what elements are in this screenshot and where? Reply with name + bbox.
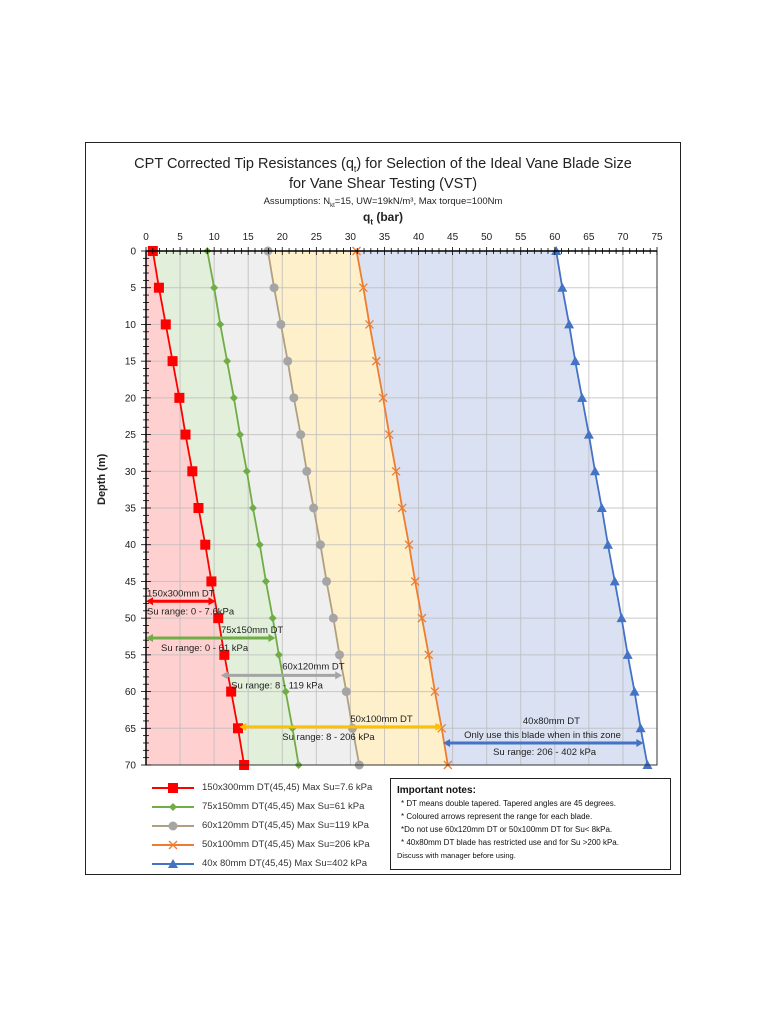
y-tick-label: 70 [125,761,137,772]
legend-square-icon [152,782,194,793]
range-arrow: 40x80mm DT Only use this blade when in th… [443,716,644,758]
series-lines [147,246,653,770]
x-tick-label: 5 [177,232,183,243]
note-item: * Coloured arrows represent the range fo… [401,812,593,821]
series-triangle [551,246,653,769]
range-arrow: 60x120mm DT Su range: 8 - 119 kPa [220,661,345,691]
legend-label: 150x300mm DT(45,45) Max Su=7.6 kPa [202,782,373,793]
y-tick-label: 50 [125,614,137,625]
y-tick-label: 40 [125,540,137,551]
y-tick-label: 20 [125,393,137,404]
y-tick-label: 65 [125,724,137,735]
annotation-text: Only use this blade when in this zone [464,730,621,741]
legend-triangle-icon [152,858,194,868]
legend-diamond-icon [152,802,194,811]
annotation-text: Su range: 0 - 61 kPa [161,643,249,654]
range-arrow: 75x150mm DT Su range: 0 - 61 kPa [146,625,283,654]
range-arrow: 50x100mm DT Su range: 8 - 206 kPa [239,714,443,743]
series-circle [263,246,364,770]
x-tick-label: 65 [583,232,595,243]
note-item: Discuss with manager before using. [397,851,516,860]
y-tick-label: 35 [125,504,137,515]
x-tick-label: 45 [447,232,459,243]
annotations: 150x300mm DT Su range: 0 - 7.6kPa 75x150mm… [146,588,644,758]
x-tick-label: 60 [549,232,561,243]
annotation-text: 40x80mm DT [523,716,580,727]
y-tick-label: 30 [125,467,137,478]
y-tick-label: 10 [125,320,137,331]
legend-circle-icon [152,821,194,830]
annotation-text: Su range: 8 - 206 kPa [282,732,375,743]
x-tick-label: 50 [481,232,493,243]
x-tick-label: 20 [277,232,289,243]
legend-item: 150x300mm DT(45,45) Max Su=7.6 kPa [150,778,380,797]
y-tick-label: 5 [130,283,136,294]
annotation-text: 150x300mm DT [147,588,215,599]
legend: 150x300mm DT(45,45) Max Su=7.6 kPa 75x150… [150,778,380,873]
annotation-text: 50x100mm DT [350,714,412,725]
annotation-text: Su range: 206 - 402 kPa [493,747,597,758]
legend-item: 60x120mm DT(45,45) Max Su=119 kPa [150,816,380,835]
y-tick-label: 25 [125,430,137,441]
annotation-text: Su range: 8 - 119 kPa [231,680,323,691]
legend-x-icon [152,840,194,849]
axes: 0 5 10 15 20 25 30 35 40 45 50 55 60 65 70 75 0 5 10 15 20 25… [125,232,663,772]
x-tick-label: 55 [515,232,527,243]
annotation-text: 75x150mm DT [221,625,283,636]
x-tick-label: 15 [243,232,255,243]
x-tick-label: 0 [143,232,149,243]
x-tick-label: 25 [311,232,323,243]
annotation-text: Su range: 0 - 7.6kPa [147,606,235,617]
range-arrow: 150x300mm DT Su range: 0 - 7.6kPa [146,588,235,617]
chart-title-line2: for Vane Shear Testing (VST) [288,176,478,192]
x-axis-title: qt (bar) [362,210,403,227]
chart-subtitle: Assumptions: Nkt=15, UW=19kN/m³, Max tor… [263,196,503,209]
x-tick-label: 40 [413,232,425,243]
y-tick-label: 0 [130,247,136,258]
x-tick-label: 75 [651,232,663,243]
legend-item: 40x 80mm DT(45,45) Max Su=402 kPa [150,854,380,873]
x-tick-label: 10 [209,232,221,243]
x-tick-label: 35 [379,232,391,243]
y-tick-label: 15 [125,357,137,368]
notes-heading: Important notes [397,785,473,796]
annotation-text: 60x120mm DT [282,661,344,672]
note-item: * DT means double tapered. Tapered angle… [401,799,616,808]
y-tick-label: 55 [125,650,137,661]
legend-item: 75x150mm DT(45,45) Max Su=61 kPa [150,797,380,816]
notes-box: Important notes: * DT means double taper… [390,778,671,870]
y-tick-label: 60 [125,687,137,698]
note-item: * 40x80mm DT blade has restricted use an… [401,838,619,847]
legend-label: 60x120mm DT(45,45) Max Su=119 kPa [202,820,369,831]
y-tick-label: 45 [125,577,137,588]
x-tick-label: 30 [345,232,357,243]
note-item: *Do not use 60x120mm DT or 50x100mm DT f… [401,825,613,834]
legend-label: 40x 80mm DT(45,45) Max Su=402 kPa [202,858,368,869]
legend-label: 50x100mm DT(45,45) Max Su=206 kPa [202,839,370,850]
chart-frame [85,142,681,875]
legend-item: 50x100mm DT(45,45) Max Su=206 kPa [150,835,380,854]
chart-title-line1: CPT Corrected Tip Resistances (qt) for S… [134,156,632,174]
x-tick-label: 70 [617,232,629,243]
legend-label: 75x150mm DT(45,45) Max Su=61 kPa [202,801,365,812]
